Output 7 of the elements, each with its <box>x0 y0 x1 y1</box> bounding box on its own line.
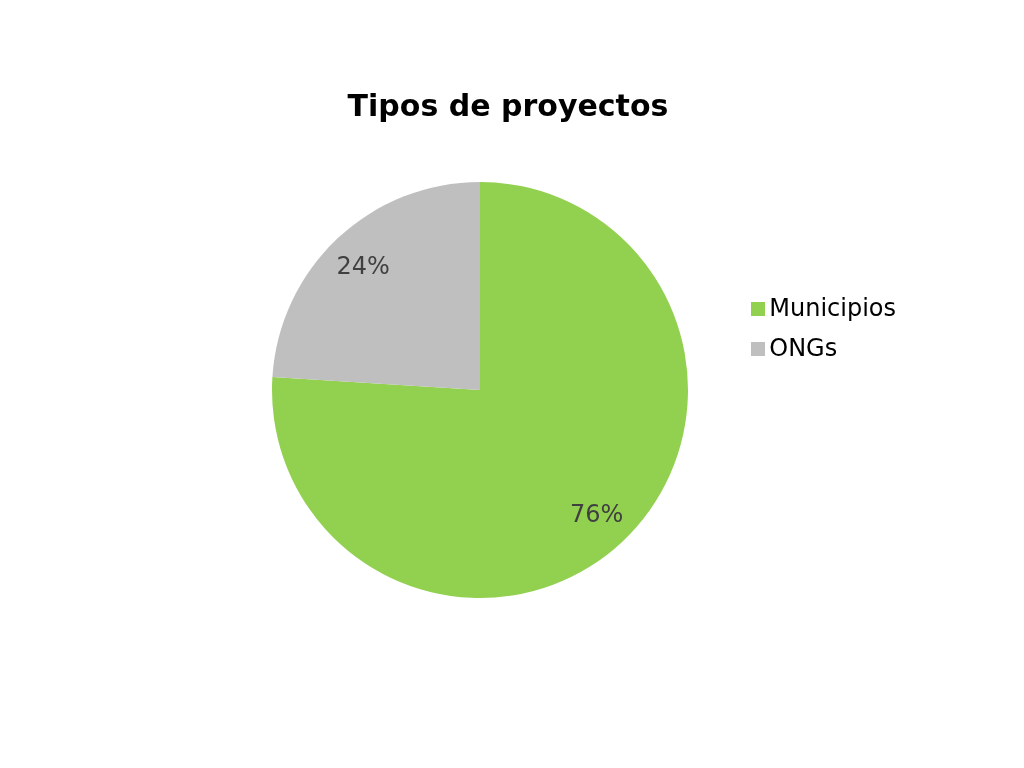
data-label: 76% <box>570 500 624 529</box>
data-label: 24% <box>336 251 390 280</box>
legend-label: ONGs <box>769 334 838 362</box>
pie-slice <box>272 182 480 390</box>
pie-slice <box>272 182 688 598</box>
legend-label: Municipios <box>769 294 896 322</box>
chart-title: Tipos de proyectos <box>346 88 670 123</box>
